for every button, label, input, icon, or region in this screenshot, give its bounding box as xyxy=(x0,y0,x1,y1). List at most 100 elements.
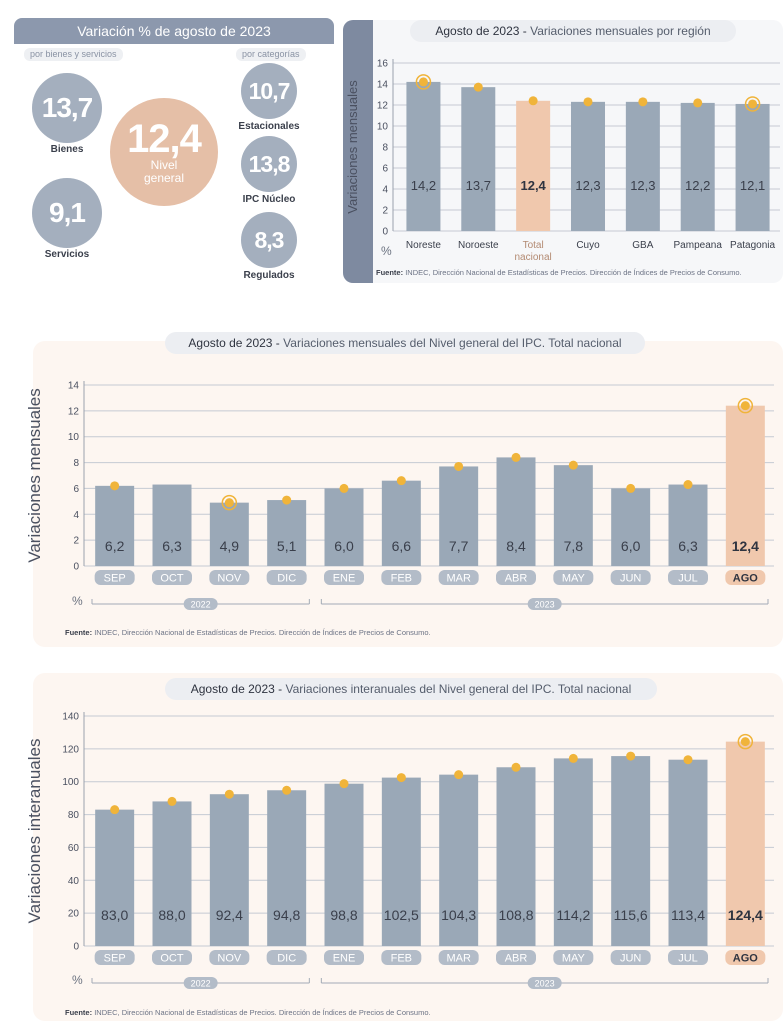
marker-dot xyxy=(693,98,703,108)
value-label: 104,3 xyxy=(441,907,476,923)
category-label: MAR xyxy=(446,573,471,585)
category-label: AGO xyxy=(733,953,759,965)
region-chart-title: Agosto de 2023 - Variaciones mensuales p… xyxy=(410,20,736,42)
category-pill xyxy=(94,570,135,585)
value-label: 115,6 xyxy=(614,907,648,923)
bar xyxy=(735,103,770,231)
servicios-label: Servicios xyxy=(44,249,90,260)
value-label: 12,3 xyxy=(575,178,600,193)
bar xyxy=(267,500,307,566)
y-tick-label: 40 xyxy=(68,876,80,887)
marker-dot xyxy=(683,755,693,765)
value-label: 94,8 xyxy=(273,907,300,923)
value-label: 124,4 xyxy=(728,907,763,923)
value-label: 12,1 xyxy=(740,178,765,193)
marker-dot xyxy=(454,461,464,471)
marker-ring xyxy=(415,74,432,90)
marker-dot xyxy=(167,796,177,806)
value-label: 12,4 xyxy=(732,538,759,554)
category-label: NOV xyxy=(217,573,242,585)
y-tick-label: 16 xyxy=(377,59,389,70)
category-pill xyxy=(725,950,766,965)
category-label: SEP xyxy=(104,573,126,585)
estacionales-label: Estacionales xyxy=(238,121,300,132)
marker-dot xyxy=(473,82,483,92)
year-label: 2022 xyxy=(191,979,211,989)
marker-dot xyxy=(282,785,292,795)
value-label: 12,4 xyxy=(520,178,546,193)
bar xyxy=(209,502,249,566)
marker-dot xyxy=(224,498,234,508)
marker-dot xyxy=(418,77,428,87)
y-tick-label: 10 xyxy=(377,122,389,133)
year-label: 2023 xyxy=(535,600,555,610)
value-label: 12,3 xyxy=(630,178,655,193)
marker-ring xyxy=(737,397,754,414)
category-label: SEP xyxy=(104,953,126,965)
value-label: 8,4 xyxy=(506,538,526,554)
y-tick-label: 20 xyxy=(68,909,80,920)
category-label: ENE xyxy=(333,953,356,965)
category-pill xyxy=(152,570,192,585)
annual-chart-title: Agosto de 2023 - Variaciones interanuale… xyxy=(165,678,657,700)
category-pill xyxy=(668,570,708,585)
marker-dot xyxy=(339,779,349,789)
value-label: 4,9 xyxy=(220,538,240,554)
bar xyxy=(439,774,479,946)
value-label: 6,3 xyxy=(162,538,182,554)
category-pill xyxy=(610,570,651,585)
value-label: 14,2 xyxy=(411,178,436,193)
unit-label: % xyxy=(72,594,83,608)
marker-ring xyxy=(737,733,754,750)
y-axis-label: Variaciones interanuales xyxy=(25,739,44,924)
marker-dot xyxy=(454,770,464,780)
category-label: OCT xyxy=(160,573,184,585)
bar xyxy=(461,87,496,232)
value-label: 83,0 xyxy=(101,907,128,923)
category-pill xyxy=(725,570,766,585)
category-label: DIC xyxy=(277,573,296,585)
marker-dot xyxy=(339,483,349,493)
category-label: Pampeana xyxy=(674,240,723,251)
bar xyxy=(324,783,364,946)
category-pill xyxy=(668,950,708,965)
value-label: 6,0 xyxy=(621,538,641,554)
value-label: 114,2 xyxy=(556,907,590,923)
marker-dot xyxy=(396,773,406,783)
bar xyxy=(95,485,135,566)
estacionales-circle: 10,7 xyxy=(241,63,297,119)
category-pill xyxy=(610,950,651,965)
category-label: AGO xyxy=(733,573,759,585)
value-label: 98,8 xyxy=(330,907,357,923)
value-label: 6,6 xyxy=(392,538,412,554)
bar xyxy=(496,767,536,946)
bar xyxy=(725,741,765,946)
marker-dot xyxy=(638,97,648,107)
bar xyxy=(625,101,660,231)
bienes-circle: 13,7 xyxy=(32,73,102,143)
bar xyxy=(668,484,708,566)
marker-dot xyxy=(748,99,758,109)
category-pill xyxy=(381,570,422,585)
category-label: FEB xyxy=(391,573,412,585)
monthly-source: Fuente: INDEC, Dirección Nacional de Est… xyxy=(65,628,431,637)
bar xyxy=(439,466,479,566)
y-tick-label: 0 xyxy=(382,227,388,238)
marker-dot xyxy=(740,401,750,411)
marker-dot xyxy=(528,96,538,106)
y-tick-label: 2 xyxy=(382,206,388,217)
y-tick-label: 140 xyxy=(62,712,79,723)
annual-chart: Variaciones interanuales% 0 20 40 60 80 100 120… xyxy=(25,712,774,989)
bar xyxy=(668,759,708,946)
region-panel-accent xyxy=(343,20,373,283)
category-label: MAY xyxy=(562,953,586,965)
pill-bienes-servicios: por bienes y servicios xyxy=(24,48,123,61)
pill-categorias: por categorías xyxy=(236,48,306,61)
category-pill xyxy=(438,950,479,965)
bar xyxy=(406,81,441,232)
category-label: GBA xyxy=(632,240,653,251)
bar xyxy=(381,480,421,566)
nivel-general-label-2: general xyxy=(143,171,185,185)
year-pill xyxy=(183,598,218,610)
category-label: ABR xyxy=(505,953,528,965)
